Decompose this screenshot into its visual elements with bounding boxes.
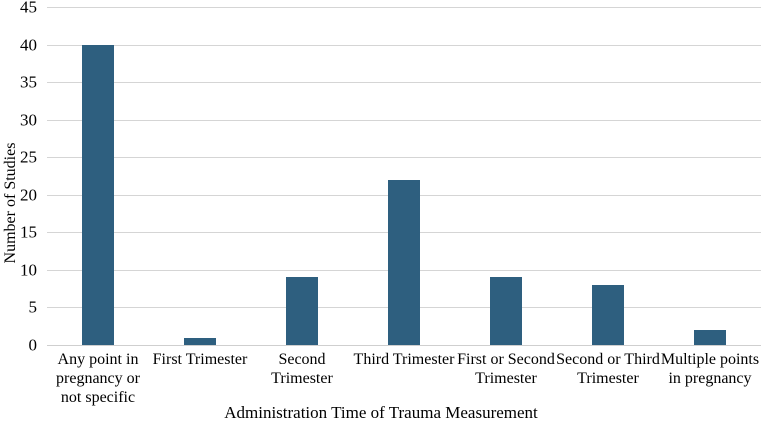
- bar: [490, 277, 522, 345]
- x-category-label: First or Second Trimester: [457, 351, 555, 387]
- x-axis-title: Administration Time of Trauma Measuremen…: [224, 403, 538, 422]
- x-category-labels: Any point in pregnancy or not specific Fi…: [47, 350, 761, 410]
- gridline: [47, 7, 761, 8]
- x-category-label: First Trimester: [152, 351, 248, 368]
- bar: [286, 277, 318, 345]
- y-tick-label: 40: [20, 35, 37, 55]
- bar: [694, 329, 726, 345]
- y-tick-label: 15: [20, 222, 37, 242]
- x-category-label: Second or Third Trimester: [556, 351, 660, 387]
- x-category-label: Third Trimester: [353, 351, 455, 368]
- y-tick-label: 35: [20, 72, 37, 92]
- bar: [388, 179, 420, 345]
- x-category-label: Any point in pregnancy or not specific: [56, 351, 140, 406]
- y-tick-label: 10: [20, 260, 37, 280]
- plot-area: [47, 7, 761, 346]
- x-category-label: Multiple points in pregnancy: [660, 351, 760, 387]
- bar: [82, 44, 114, 345]
- gridline: [47, 82, 761, 84]
- bar: [184, 337, 216, 345]
- y-tick-label: 20: [20, 185, 37, 205]
- x-axis-line: [47, 345, 761, 346]
- y-tick-label: 30: [20, 110, 37, 130]
- y-tick-label: 0: [28, 335, 38, 355]
- bar: [592, 284, 624, 345]
- x-category-label: Second Trimester: [271, 351, 333, 387]
- gridline: [47, 157, 761, 159]
- y-tick-label: 45: [20, 0, 37, 17]
- y-axis-ticks: 0 5 10 15 20 25 30 35 40 45: [0, 0, 40, 425]
- gridline: [47, 44, 761, 46]
- y-tick-label: 5: [28, 297, 38, 317]
- y-tick-label: 25: [20, 147, 37, 167]
- gridline: [47, 119, 761, 121]
